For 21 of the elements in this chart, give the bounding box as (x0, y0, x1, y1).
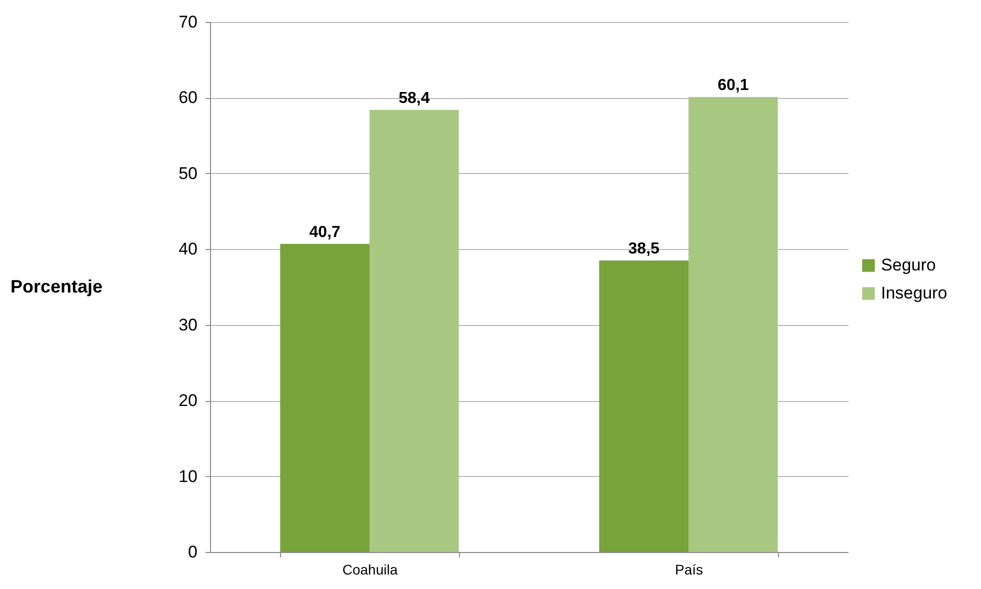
x-tick-label: Coahuila (342, 562, 398, 578)
bar (599, 260, 688, 552)
data-label: 40,7 (309, 224, 341, 241)
y-tick-label: 20 (178, 391, 198, 410)
data-label: 58,4 (398, 90, 430, 107)
legend-label: Inseguro (881, 284, 948, 302)
y-tick-label: 40 (178, 240, 198, 259)
y-tick-label: 60 (178, 88, 198, 108)
bar (688, 96, 778, 552)
data-label: 38,5 (628, 240, 660, 258)
legend-label: Seguro (881, 256, 936, 274)
y-tick-label: 30 (178, 315, 198, 334)
y-tick-label: 10 (178, 466, 198, 486)
y-tick-label: 50 (178, 164, 198, 183)
y-tick-label: 0 (188, 542, 198, 562)
data-label: 60,1 (718, 76, 749, 94)
y-axis-title: Porcentaje (10, 276, 103, 296)
x-tick-label: País (674, 562, 704, 578)
bar (280, 244, 370, 552)
y-tick-label: 70 (178, 12, 198, 32)
bar (370, 110, 459, 552)
